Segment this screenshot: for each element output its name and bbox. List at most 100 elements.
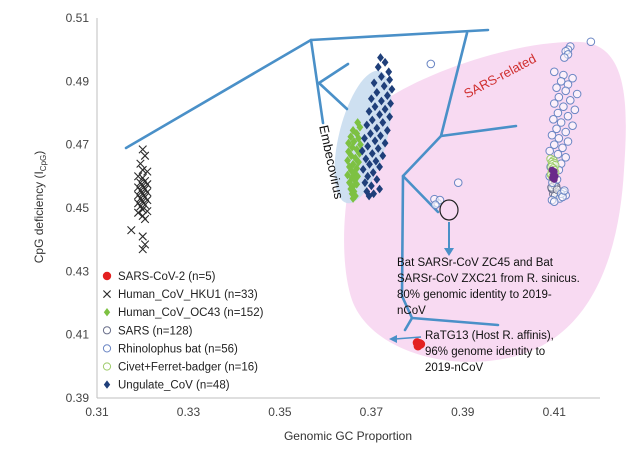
- x-tick-label: 0.41: [543, 405, 567, 419]
- data-point: [346, 178, 353, 188]
- annotations-layer: Bat SARSr-CoV ZC45 and Bat SARSr-CoV ZXC2…: [389, 199, 580, 374]
- data-point: [138, 205, 147, 214]
- data-point: [364, 171, 372, 181]
- data-point: [561, 86, 571, 96]
- y-tick-label: 0.41: [66, 328, 90, 342]
- legend-marker: [103, 290, 111, 299]
- zc45-arrow-head: [444, 248, 454, 256]
- data-point: [572, 89, 582, 99]
- y-tick-label: 0.39: [66, 391, 90, 405]
- data-point: [554, 134, 564, 143]
- data-point: [386, 75, 394, 85]
- data-point: [364, 141, 372, 151]
- data-point: [368, 149, 376, 158]
- data-point: [361, 133, 368, 143]
- data-point: [351, 191, 359, 201]
- data-point: [140, 214, 150, 224]
- data-point: [138, 165, 147, 175]
- data-point: [353, 129, 361, 138]
- data-point: [136, 159, 145, 168]
- x-tick-label: 0.33: [177, 405, 201, 419]
- data-point: [561, 153, 571, 162]
- data-point: [362, 154, 370, 164]
- data-point: [140, 200, 150, 210]
- data-point: [388, 84, 396, 94]
- data-point: [547, 130, 557, 140]
- data-point: [348, 142, 356, 152]
- data-point: [549, 67, 559, 77]
- x-tick-label: 0.31: [85, 405, 109, 419]
- data-point: [367, 94, 375, 104]
- ratg13-annotation-line: 96% genome identity to: [425, 346, 545, 358]
- ratg13-annotation-line: 2019-nCoV: [425, 362, 484, 374]
- data-point: [369, 168, 377, 177]
- y-tick-label: 0.49: [66, 74, 90, 88]
- data-point: [143, 195, 152, 205]
- legend-marker: [102, 344, 112, 353]
- data-point: [387, 99, 394, 108]
- series-purple-cluster: [548, 166, 559, 183]
- data-point: [376, 110, 383, 119]
- data-point: [344, 156, 351, 165]
- data-point: [386, 112, 394, 122]
- data-point: [379, 118, 387, 127]
- data-point: [133, 172, 143, 181]
- data-point: [373, 123, 381, 133]
- data-point: [381, 104, 389, 114]
- data-point: [416, 339, 426, 349]
- data-point: [354, 171, 362, 181]
- data-point: [368, 115, 376, 125]
- data-point: [381, 57, 389, 67]
- legend-marker: [103, 308, 111, 317]
- tree-branch: [439, 124, 518, 138]
- data-point: [381, 138, 389, 148]
- y-tick-label: 0.51: [66, 11, 90, 25]
- data-point: [556, 118, 566, 127]
- data-point: [550, 176, 558, 183]
- data-point: [374, 62, 382, 72]
- data-point: [374, 144, 382, 153]
- data-point: [372, 156, 380, 166]
- data-point: [133, 208, 143, 217]
- tree-branch: [317, 62, 350, 85]
- data-point: [553, 149, 563, 159]
- data-point: [565, 96, 575, 105]
- data-point: [371, 102, 379, 112]
- data-point: [376, 162, 383, 172]
- data-point: [552, 124, 561, 134]
- data-point: [549, 140, 559, 149]
- data-point: [568, 73, 577, 83]
- data-point: [549, 99, 559, 108]
- data-point: [355, 157, 362, 167]
- series-sars-cov-2-n-5: [412, 338, 426, 351]
- data-point: [138, 145, 147, 154]
- data-point: [143, 167, 152, 176]
- legend-marker: [102, 326, 112, 335]
- data-point: [385, 67, 393, 77]
- legend-label: Human_CoV_HKU1 (n=33): [118, 289, 258, 301]
- legend-label: SARS (n=128): [118, 325, 193, 337]
- data-point: [361, 178, 369, 188]
- data-point: [367, 181, 375, 191]
- data-point: [363, 120, 371, 130]
- y-tick-label: 0.47: [66, 138, 90, 152]
- data-point: [143, 187, 152, 197]
- zc45-annotation-line: 80% genomic identity to 2019-: [397, 289, 552, 301]
- data-point: [553, 108, 563, 118]
- data-point: [545, 146, 555, 156]
- data-point: [554, 92, 564, 102]
- data-point: [349, 194, 357, 203]
- phylogeny-tree: [124, 28, 518, 332]
- tree-branch: [403, 316, 414, 332]
- data-point: [347, 166, 355, 176]
- data-point: [345, 138, 352, 148]
- ratg13-arrow-head: [389, 335, 397, 343]
- data-point: [356, 140, 364, 150]
- data-point: [127, 225, 136, 235]
- data-point: [558, 143, 567, 153]
- data-point: [563, 137, 573, 146]
- x-axis-label: Genomic GC Proportion: [284, 429, 412, 443]
- series-human-cov-oc43-n-152: [344, 118, 364, 203]
- data-point: [559, 102, 568, 111]
